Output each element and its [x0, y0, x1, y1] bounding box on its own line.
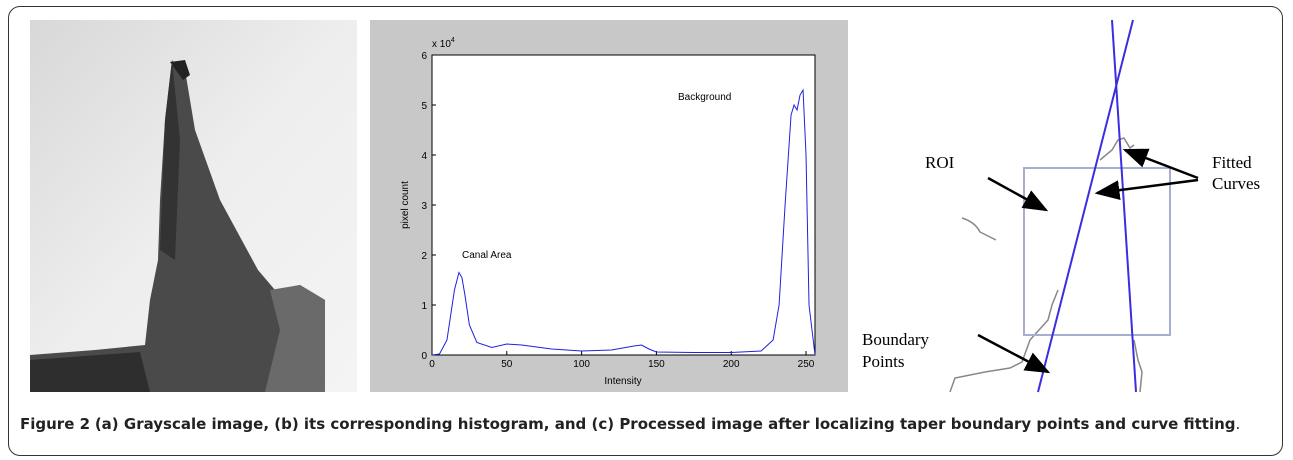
- y-tick-label: 4: [421, 151, 427, 162]
- histogram-line: [431, 88, 816, 356]
- annotation: Fitted: [1212, 153, 1252, 172]
- annotation: Canal Area: [462, 250, 512, 261]
- caption-label: Figure 2: [20, 415, 91, 433]
- y-tick-label: 2: [421, 251, 427, 262]
- y-tick-label: 6: [421, 51, 427, 62]
- x-tick-label: 50: [501, 359, 513, 370]
- histogram: x 104 Intensity pixel count Canal Area B…: [400, 37, 816, 387]
- multiplier-base: x 10: [432, 39, 451, 50]
- annotation: Curves: [1212, 174, 1260, 193]
- panel-a-image: [30, 20, 357, 392]
- caption-period: .: [1235, 415, 1241, 433]
- y-multiplier: x 104: [432, 37, 455, 50]
- y-axis-label: pixel count: [400, 181, 411, 229]
- annotation: Boundary: [862, 330, 930, 349]
- panel-c-image: ROI Fitted Curves Boundary Points: [862, 19, 1260, 393]
- figure-frame: [8, 6, 1283, 456]
- multiplier-exponent: 4: [451, 37, 455, 44]
- x-tick-label: 150: [648, 359, 665, 370]
- x-tick-label: 200: [723, 359, 740, 370]
- x-tick-label: 100: [573, 359, 590, 370]
- y-tick-label: 5: [421, 101, 427, 112]
- x-axis-label: Intensity: [604, 376, 641, 387]
- plot-area: [431, 54, 816, 356]
- annotation: Background: [678, 92, 731, 103]
- x-tick-label: 0: [429, 359, 435, 370]
- caption-text: (a) Grayscale image, (b) its correspondi…: [94, 415, 1236, 433]
- figure: x 104 Intensity pixel count Canal Area B…: [30, 19, 1260, 393]
- annotation: ROI: [925, 153, 955, 172]
- y-tick-label: 3: [421, 201, 427, 212]
- caption: Figure 2 (a) Grayscale image, (b) its co…: [20, 413, 1275, 435]
- y-tick-label: 0: [421, 351, 427, 362]
- annotation: Points: [862, 352, 905, 371]
- x-tick-label: 250: [798, 359, 815, 370]
- y-tick-label: 1: [421, 301, 427, 312]
